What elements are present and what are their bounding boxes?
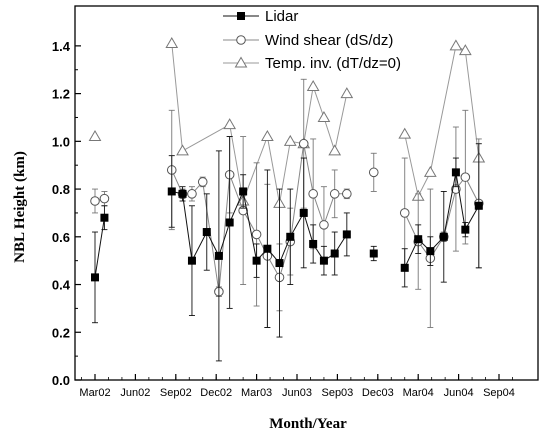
data-point [328, 144, 342, 156]
x-tick-label: Jun04 [444, 387, 474, 399]
data-point [426, 247, 435, 256]
legend: Lidar Wind shear (dS/dz) Temp. inv. (dT/dz… [223, 8, 401, 72]
x-tick-label: Sep04 [483, 387, 515, 399]
data-point [342, 230, 351, 239]
data-point [340, 87, 354, 99]
data-point [458, 44, 472, 56]
series-line [171, 143, 347, 292]
series-temp-inv [88, 36, 486, 208]
y-tick-label: 0.2 [52, 325, 70, 340]
series-line [404, 45, 480, 198]
data-point [298, 138, 309, 149]
data-point [474, 201, 483, 210]
data-point [308, 189, 318, 199]
data-point [100, 213, 109, 222]
y-tick-label: 0.4 [52, 278, 71, 293]
series-line [94, 217, 105, 278]
x-tick-label: Jun03 [282, 387, 312, 399]
legend-label: Temp. inv. (dT/dz=0) [265, 55, 401, 72]
data-point [176, 144, 189, 156]
data-point [275, 259, 284, 268]
y-axis-title: NBL Height (km) [12, 151, 28, 263]
x-tick-label: Jun02 [120, 387, 150, 399]
legend-marker [234, 56, 248, 68]
plot-frame [74, 5, 539, 381]
data-point [319, 220, 329, 230]
data-point [202, 228, 211, 237]
legend-label: Lidar [265, 8, 298, 25]
legend-entry: Temp. inv. (dT/dz=0) [223, 55, 401, 72]
data-point [263, 244, 272, 253]
data-point [342, 189, 352, 199]
series-wind-shear [90, 78, 484, 328]
data-point [91, 273, 99, 282]
y-tick-label: 0.0 [52, 373, 70, 388]
data-point [99, 193, 110, 204]
data-point [223, 118, 237, 130]
y-tick-label: 0.6 [52, 230, 70, 245]
data-point [414, 235, 423, 244]
legend-marker [237, 12, 245, 20]
y-tick-label: 1.2 [52, 87, 70, 102]
y-tick-label: 0.8 [52, 182, 70, 197]
data-point [251, 229, 262, 240]
legend-marker [236, 35, 246, 45]
data-point [239, 187, 248, 196]
data-point [368, 167, 379, 178]
x-tick-label: Dec02 [200, 387, 232, 399]
data-point [329, 189, 340, 199]
data-point [261, 130, 274, 142]
data-point [330, 249, 339, 258]
data-point [306, 79, 320, 91]
data-point [299, 208, 308, 217]
data-point [187, 189, 197, 199]
x-tick-label: Sep03 [321, 387, 353, 399]
data-point [252, 256, 261, 265]
legend-entry: Lidar [223, 8, 298, 25]
data-point [398, 127, 412, 139]
data-point [225, 218, 234, 227]
y-tick-label: 1.0 [52, 134, 70, 149]
data-point [286, 232, 295, 241]
legend-entry: Wind shear (dS/dz) [223, 32, 393, 49]
data-point [319, 256, 328, 265]
data-point [90, 196, 100, 206]
legend-label: Wind shear (dS/dz) [265, 32, 393, 49]
x-tick-label: Mar03 [241, 387, 272, 399]
series-line [171, 43, 348, 204]
x-axis-title: Month/Year [269, 416, 347, 432]
data-point [400, 263, 409, 272]
data-point [88, 130, 102, 142]
data-point [423, 165, 437, 177]
data-point [439, 232, 448, 241]
x-tick-label: Mar04 [403, 387, 434, 399]
data-point [197, 177, 208, 187]
y-tick-label: 1.4 [52, 39, 71, 54]
series-line [171, 189, 348, 265]
data-point [309, 239, 318, 248]
series-lidar [91, 136, 483, 362]
data-point [317, 110, 331, 122]
data-point [449, 39, 463, 51]
x-tick-label: Mar02 [79, 387, 110, 399]
x-tick-label: Dec03 [362, 387, 394, 399]
data-point [187, 256, 196, 265]
data-point [283, 134, 297, 146]
plot-marks [88, 36, 486, 362]
axes: 0.0 0.2 0.4 0.6 0.8 1.0 1.2 1.4 Mar02 Jun02 Sep02 D… [52, 5, 539, 399]
data-point [214, 251, 223, 260]
data-point [461, 225, 470, 234]
series-line [404, 176, 480, 260]
data-point [165, 36, 179, 48]
data-point [399, 208, 410, 218]
data-point [167, 187, 176, 196]
data-point [451, 168, 460, 177]
data-point [460, 172, 471, 182]
x-tick-label: Sep02 [160, 387, 192, 399]
data-point [178, 189, 187, 198]
data-point [369, 249, 378, 258]
